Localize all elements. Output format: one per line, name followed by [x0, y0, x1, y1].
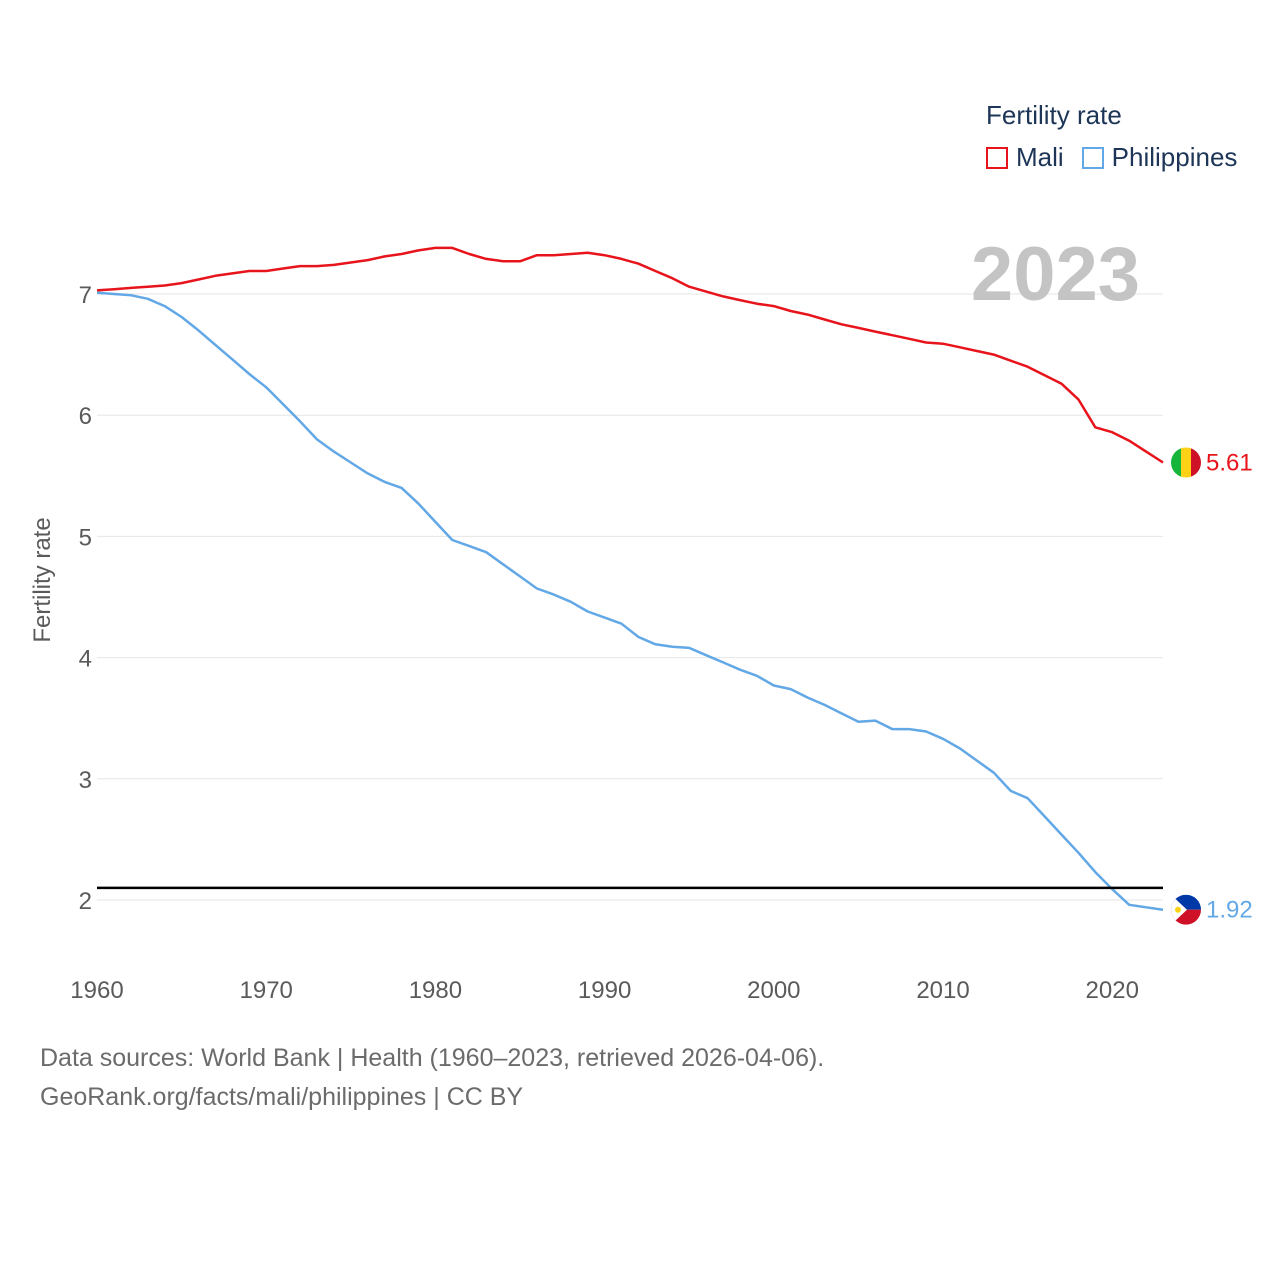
- footer-attribution[interactable]: GeoRank.org/facts/mali/philippines | CC …: [40, 1083, 524, 1111]
- y-tick-label: 3: [79, 767, 92, 794]
- series-line-philippines: [96, 291, 1164, 911]
- flag-mali-icon: [1171, 447, 1201, 478]
- end-value-philippines: 1.92: [1206, 897, 1253, 924]
- x-tick-label: 1990: [578, 977, 631, 1004]
- series-line-mali: [96, 246, 1164, 464]
- legend-item-philippines[interactable]: Philippines: [1081, 142, 1238, 173]
- legend: Mali Philippines: [986, 142, 1255, 173]
- y-axis-ticks: 2 3 4 5 6 7: [79, 282, 92, 915]
- x-tick-label: 2000: [747, 977, 800, 1004]
- x-axis-ticks: 1960 1970 1980 1990 2000 2010 2020: [70, 977, 1139, 1004]
- flag-philippines-icon: [1171, 894, 1201, 925]
- y-tick-label: 7: [79, 282, 92, 309]
- x-tick-label: 2010: [916, 977, 969, 1004]
- legend-swatch-philippines: [1081, 146, 1104, 169]
- end-markers: 5.61 1.92: [1171, 447, 1253, 925]
- x-tick-label: 1970: [240, 977, 293, 1004]
- x-tick-label: 1980: [409, 977, 462, 1004]
- legend-label-mali: Mali: [1016, 142, 1064, 172]
- x-tick-label: 1960: [70, 977, 123, 1004]
- series-layer: [96, 246, 1164, 911]
- end-value-mali: 5.61: [1206, 449, 1253, 476]
- footer-sources: Data sources: World Bank | Health (1960–…: [40, 1044, 825, 1072]
- legend-label-philippines: Philippines: [1111, 142, 1238, 172]
- year-label: 2023: [971, 232, 1140, 317]
- y-tick-label: 4: [79, 646, 92, 673]
- y-axis-title: Fertility rate: [29, 517, 56, 642]
- y-tick-label: 5: [79, 524, 92, 551]
- legend-item-mali[interactable]: Mali: [986, 142, 1064, 173]
- legend-title: Fertility rate: [986, 100, 1122, 130]
- y-tick-label: 2: [79, 888, 92, 915]
- x-tick-label: 2020: [1086, 977, 1139, 1004]
- legend-swatch-mali: [986, 146, 1008, 169]
- grid-lines: [97, 293, 1163, 901]
- y-tick-label: 6: [79, 403, 92, 430]
